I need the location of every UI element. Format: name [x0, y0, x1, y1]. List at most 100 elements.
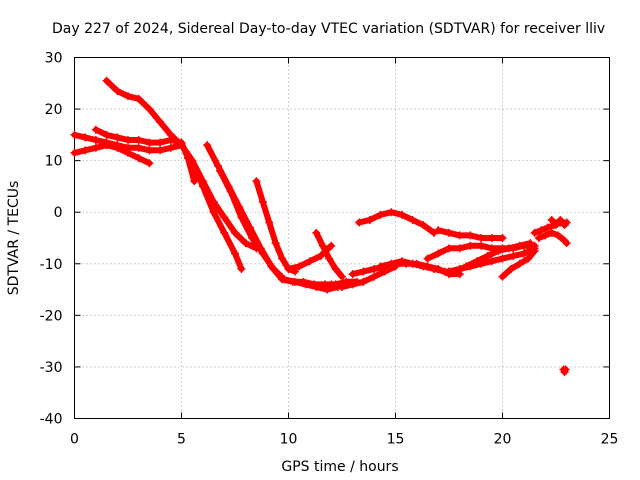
- series-track-19: [534, 228, 571, 248]
- data-point: [541, 231, 550, 240]
- series-track-13: [348, 259, 464, 279]
- data-point: [498, 254, 507, 263]
- data-point: [391, 259, 400, 268]
- data-point: [70, 130, 79, 139]
- data-point: [524, 254, 533, 263]
- data-point: [419, 221, 428, 230]
- data-point: [547, 215, 556, 224]
- data-point: [145, 138, 154, 147]
- data-point: [498, 244, 507, 253]
- data-point: [445, 267, 453, 276]
- data-point: [455, 244, 464, 253]
- data-point: [316, 252, 325, 261]
- series-line: [217, 168, 341, 293]
- data-point: [348, 270, 357, 279]
- data-point: [552, 221, 560, 230]
- data-point: [547, 228, 556, 237]
- data-point: [323, 285, 332, 294]
- data-point: [487, 257, 496, 266]
- data-point: [70, 148, 79, 157]
- data-point: [190, 177, 199, 186]
- series-track-10: [327, 262, 400, 291]
- data-point: [359, 277, 368, 286]
- data-point: [209, 208, 218, 217]
- data-point: [124, 136, 132, 145]
- data-point: [359, 267, 368, 276]
- data-point: [237, 213, 246, 222]
- data-point: [81, 146, 90, 155]
- data-point: [265, 218, 274, 227]
- data-point: [177, 138, 186, 147]
- data-point: [466, 241, 475, 250]
- series-line: [356, 209, 437, 236]
- y-tick-label: 0: [54, 205, 63, 221]
- data-point: [113, 133, 122, 142]
- data-point: [537, 226, 546, 235]
- data-point: [338, 282, 346, 291]
- data-point: [477, 234, 486, 242]
- plot-frame: [74, 57, 610, 419]
- data-point: [477, 259, 486, 268]
- data-point: [220, 228, 229, 237]
- x-tick-label: 0: [70, 432, 79, 448]
- data-point: [507, 264, 516, 273]
- data-point: [534, 234, 543, 242]
- data-point: [365, 215, 374, 224]
- data-point: [423, 262, 432, 271]
- data-point: [166, 143, 175, 152]
- data-point: [81, 133, 90, 142]
- data-point: [434, 249, 443, 258]
- data-point: [290, 277, 299, 286]
- data-point: [519, 249, 528, 258]
- data-point: [220, 213, 229, 222]
- data-point: [271, 239, 280, 248]
- data-point: [466, 262, 475, 271]
- data-point: [237, 264, 246, 273]
- data-point: [124, 92, 132, 101]
- x-tick-label: 5: [177, 432, 186, 448]
- data-point: [166, 136, 175, 145]
- data-point: [498, 272, 507, 281]
- data-point: [241, 239, 250, 248]
- series-track-2: [70, 130, 246, 273]
- data-point: [376, 210, 385, 219]
- data-point: [91, 136, 100, 145]
- data-point: [397, 210, 406, 219]
- data-point: [113, 143, 122, 152]
- y-tick-label: 30: [45, 51, 63, 67]
- data-point: [284, 264, 293, 273]
- data-point: [278, 254, 287, 263]
- data-point: [445, 244, 453, 253]
- tick-labels: 0 5 10 15 20 25 -40 -30 -20 -10 0 10 20 30: [40, 51, 619, 448]
- data-point: [543, 223, 552, 232]
- data-point: [145, 146, 154, 155]
- data-point: [258, 249, 267, 258]
- data-point: [134, 154, 143, 163]
- x-tick-label: 15: [387, 432, 405, 448]
- data-point: [269, 264, 278, 273]
- chart-title: Day 227 of 2024, Sidereal Day-to-day VTE…: [52, 21, 605, 37]
- data-point: [412, 259, 421, 268]
- data-point: [91, 143, 100, 152]
- x-tick-label: 10: [280, 432, 298, 448]
- data-point: [231, 249, 239, 258]
- data-point: [338, 272, 346, 281]
- series-track-9: [312, 228, 346, 281]
- data-point: [554, 231, 563, 240]
- data-point: [113, 87, 122, 96]
- data-point: [560, 221, 569, 230]
- data-point: [325, 254, 334, 263]
- data-point: [487, 244, 496, 253]
- series-track-11: [355, 208, 439, 237]
- y-tick-label: 20: [45, 102, 63, 118]
- series-track-14: [434, 226, 507, 242]
- data-point: [477, 241, 486, 250]
- data-point: [145, 105, 154, 114]
- data-point: [203, 141, 212, 150]
- series-line: [253, 178, 298, 275]
- data-point: [370, 264, 379, 273]
- data-point: [430, 228, 439, 237]
- data-point: [509, 252, 518, 261]
- data-point: [134, 136, 143, 145]
- data-point: [562, 239, 571, 248]
